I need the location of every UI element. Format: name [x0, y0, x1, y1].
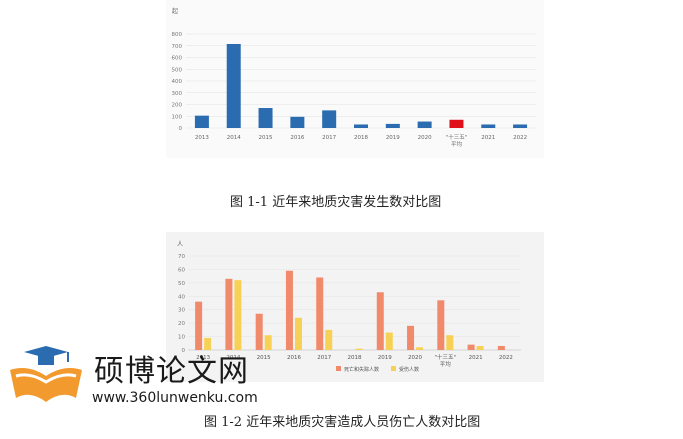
- bar-4: [322, 110, 337, 128]
- bar-deaths-8: [437, 300, 445, 350]
- x-tick-label-line2: 平均: [440, 360, 452, 368]
- x-tick-label: 2013: [195, 135, 209, 141]
- bar-deaths-6: [376, 292, 384, 350]
- x-tick-label: "十三五": [435, 353, 457, 361]
- y-tick-label: 0: [182, 348, 186, 354]
- bar-injured-2: [264, 335, 272, 350]
- x-tick-label: 2022: [513, 135, 527, 141]
- bar-injured-3: [294, 317, 302, 350]
- bar-injured-7: [416, 347, 424, 350]
- x-tick-label: 2017: [322, 135, 336, 141]
- x-tick-label: 2019: [386, 135, 400, 141]
- x-tick-label: 2015: [257, 355, 271, 361]
- watermark-url: www.360lunwenku.com: [92, 390, 258, 406]
- y-tick-label: 800: [172, 32, 183, 38]
- bar-injured-9: [476, 345, 484, 350]
- y-tick-label: 700: [172, 44, 183, 50]
- bar-deaths-10: [497, 345, 505, 350]
- y-tick-label: 500: [172, 67, 183, 73]
- x-tick-label: 2018: [348, 355, 362, 361]
- legend-swatch: [336, 366, 341, 371]
- y-tick-label: 40: [178, 294, 185, 300]
- figure-2-chart: 人 70 60 50 40 30 20 10 0 2013 2014 2015 2016 2017 2018…: [166, 232, 544, 382]
- figure-1-chart: 起 800 700 600 500 400 300 200 100 0 2013 2014 2015 20…: [166, 0, 544, 158]
- y-tick-label: 300: [172, 91, 183, 97]
- bar-deaths-9: [467, 344, 475, 350]
- bar-injured-4: [325, 329, 333, 350]
- bar-3: [290, 116, 305, 128]
- y-tick-label: 100: [172, 114, 183, 120]
- bar-deaths-3: [285, 270, 293, 350]
- bar-deaths-0: [195, 301, 203, 350]
- bar-injured-1: [234, 280, 242, 350]
- x-tick-label: 2020: [408, 355, 422, 361]
- x-tick-label-line2: 平均: [451, 140, 463, 148]
- chart-2-svg: 人 70 60 50 40 30 20 10 0 2013 2014 2015 2016 2017 2018…: [177, 241, 521, 373]
- y-tick-label: 10: [178, 335, 185, 341]
- y-tick-label: 600: [172, 56, 183, 62]
- mortarboard-book-icon: [10, 346, 82, 402]
- legend-swatch: [391, 366, 396, 371]
- bar-8: [449, 119, 464, 128]
- bar-injured-8: [446, 335, 454, 350]
- bar-5: [354, 124, 368, 128]
- bar-deaths-2: [255, 313, 263, 350]
- x-tick-label: 2016: [290, 135, 304, 141]
- y-tick-label: 60: [178, 267, 185, 273]
- bar-6: [385, 123, 400, 128]
- x-tick-label: 2021: [481, 135, 495, 141]
- bar-0: [194, 115, 209, 128]
- watermark-logo: 硕博论文网 www.360lunwenku.com: [6, 346, 286, 412]
- y-axis-unit-label: 人: [177, 241, 183, 248]
- y-tick-label: 30: [178, 308, 185, 314]
- x-tick-label: 2013: [196, 355, 210, 361]
- bar-1: [226, 43, 241, 128]
- legend-label: 受伤人数: [399, 366, 419, 373]
- y-tick-label: 20: [178, 321, 185, 327]
- bar-9: [481, 124, 496, 128]
- bar-deaths-1: [225, 278, 233, 350]
- x-tick-label: 2022: [499, 355, 513, 361]
- bar-deaths-7: [407, 325, 415, 350]
- y-tick-label: 70: [178, 254, 185, 260]
- x-tick-label: 2015: [259, 135, 273, 141]
- x-tick-label: 2019: [378, 355, 392, 361]
- y-tick-label: 200: [172, 103, 183, 109]
- x-tick-label: 2021: [469, 355, 483, 361]
- bar-injured-6: [385, 332, 393, 350]
- watermark-name: 硕博论文网: [94, 354, 249, 389]
- x-tick-label: 2018: [354, 135, 368, 141]
- y-tick-label: 0: [179, 126, 183, 132]
- x-tick-label: "十三五": [446, 133, 468, 141]
- legend-label: 死亡和失踪人数: [344, 366, 379, 373]
- y-axis-unit-label: 起: [172, 7, 178, 15]
- bar-7: [417, 121, 432, 128]
- x-tick-label: 2014: [226, 355, 240, 361]
- x-tick-label: 2016: [287, 355, 301, 361]
- bar-deaths-4: [316, 277, 324, 350]
- y-tick-label: 50: [178, 281, 185, 287]
- y-tick-label: 400: [172, 79, 183, 85]
- x-tick-label: 2017: [317, 355, 331, 361]
- bar-injured-5: [355, 348, 363, 350]
- figure-1-caption: 图 1-1 近年来地质灾害发生数对比图: [230, 195, 442, 210]
- x-tick-label: 2014: [227, 135, 241, 141]
- bar-injured-0: [204, 337, 212, 350]
- bar-2: [258, 108, 273, 128]
- chart-1-svg: 起 800 700 600 500 400 300 200 100 0 2013 2014 2015 20…: [172, 7, 536, 148]
- figure-2-caption: 图 1-2 近年来地质灾害造成人员伤亡人数对比图: [204, 415, 481, 430]
- bar-10: [513, 124, 528, 128]
- x-tick-label: 2020: [418, 135, 432, 141]
